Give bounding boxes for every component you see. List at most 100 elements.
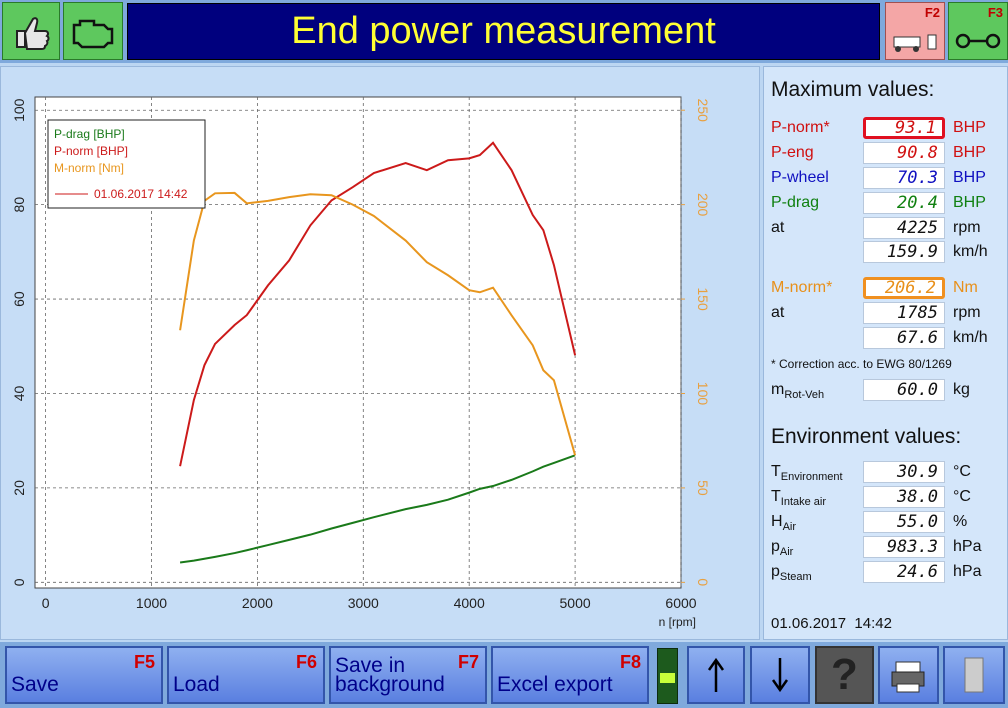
button-label: Load bbox=[173, 673, 220, 696]
legend-entry: P-norm [BHP] bbox=[54, 144, 128, 158]
note: * Correction acc. to EWG 80/1269 bbox=[771, 357, 952, 371]
value-box: 983.3 bbox=[863, 536, 945, 558]
ok-button[interactable] bbox=[2, 2, 60, 60]
x-tick-label: 1000 bbox=[136, 595, 167, 611]
value-box: 93.1 bbox=[863, 117, 945, 139]
value-label: P-norm* bbox=[771, 119, 830, 136]
chart: 0 1000 2000 3000 4000 5000 6000020406080100050… bbox=[11, 96, 711, 629]
thumb-icon bbox=[16, 17, 50, 50]
down-button[interactable] bbox=[750, 646, 810, 704]
x-tick-label: 0 bbox=[42, 595, 50, 611]
x-tick-label: 6000 bbox=[665, 595, 696, 611]
engine-button[interactable] bbox=[63, 2, 123, 60]
series-line bbox=[179, 454, 576, 564]
y-tick-label: 100 bbox=[11, 98, 27, 122]
y2-tick-label: 50 bbox=[695, 480, 711, 496]
help-button[interactable]: ? bbox=[815, 646, 874, 704]
button-key: F7 bbox=[457, 652, 479, 672]
value-unit: kg bbox=[953, 381, 970, 398]
f2-icon bbox=[893, 34, 937, 52]
y2-tick-label: 200 bbox=[695, 193, 711, 217]
value-unit: % bbox=[953, 513, 968, 530]
value-unit: BHP bbox=[953, 144, 986, 161]
engine-icon bbox=[72, 19, 114, 49]
f3-button[interactable]: F3 bbox=[948, 2, 1008, 60]
value-label: P-drag bbox=[771, 194, 820, 211]
value-label: P-wheel bbox=[771, 169, 829, 186]
x-axis-label: n [rpm] bbox=[659, 615, 696, 629]
x-tick-label: 2000 bbox=[242, 595, 273, 611]
legend-date: 01.06.2017 14:42 bbox=[94, 187, 188, 201]
section-title: Environment values: bbox=[771, 425, 962, 448]
f3-key: F3 bbox=[987, 5, 1003, 20]
y2-tick-label: 150 bbox=[695, 287, 711, 311]
exit-button[interactable] bbox=[943, 646, 1005, 704]
x-tick-label: 3000 bbox=[348, 595, 379, 611]
printer-icon bbox=[891, 661, 925, 693]
y-tick-label: 80 bbox=[11, 197, 27, 213]
value-label-sub: Rot-Veh bbox=[784, 389, 825, 402]
value-label: HAir bbox=[771, 513, 797, 534]
value-unit: °C bbox=[953, 488, 971, 505]
value-unit: rpm bbox=[953, 219, 981, 236]
function-button[interactable]: F6 Load bbox=[167, 646, 325, 704]
function-button[interactable]: F5 Save bbox=[5, 646, 163, 704]
y-tick-label: 60 bbox=[11, 291, 27, 307]
value-unit: BHP bbox=[953, 194, 986, 211]
value-box: 60.0 bbox=[863, 379, 945, 401]
value-box: 4225 bbox=[863, 217, 945, 239]
value-label-sub: Steam bbox=[779, 571, 812, 584]
button-label: Excel export bbox=[497, 673, 613, 696]
y-tick-label: 40 bbox=[11, 385, 27, 401]
f2-key: F2 bbox=[924, 5, 940, 20]
value-box: 55.0 bbox=[863, 511, 945, 533]
f3-icon bbox=[955, 33, 1001, 49]
value-label: M-norm* bbox=[771, 279, 833, 296]
value-box: 20.4 bbox=[863, 192, 945, 214]
up-button[interactable] bbox=[687, 646, 745, 704]
print-button[interactable] bbox=[878, 646, 939, 704]
page-title: End power measurement bbox=[127, 3, 880, 60]
value-label: at bbox=[771, 219, 785, 236]
function-button[interactable]: F8 Excel export bbox=[491, 646, 649, 704]
value-unit: °C bbox=[953, 463, 971, 480]
value-box: 67.6 bbox=[863, 327, 945, 349]
y2-tick-label: 100 bbox=[695, 382, 711, 406]
legend-entry: M-norm [Nm] bbox=[54, 161, 124, 175]
y-tick-label: 0 bbox=[11, 578, 27, 586]
button-label: Save bbox=[11, 673, 59, 696]
value-unit: BHP bbox=[953, 169, 986, 186]
value-label-sub: Air bbox=[779, 546, 794, 559]
value-label-sub: Intake air bbox=[780, 496, 827, 509]
value-label: TIntake air bbox=[771, 488, 827, 509]
button-key: F6 bbox=[295, 652, 317, 672]
value-box: 90.8 bbox=[863, 142, 945, 164]
value-label-sub: Air bbox=[782, 521, 797, 534]
f2-button[interactable]: F2 bbox=[885, 2, 945, 60]
value-label: pSteam bbox=[771, 563, 812, 584]
section-title: Maximum values: bbox=[771, 78, 935, 101]
value-box: 70.3 bbox=[863, 167, 945, 189]
status-light bbox=[657, 648, 678, 704]
value-label: at bbox=[771, 304, 785, 321]
value-unit: BHP bbox=[953, 119, 986, 136]
legend-entry: P-drag [BHP] bbox=[54, 127, 125, 141]
legend-box bbox=[47, 119, 206, 209]
value-unit: rpm bbox=[953, 304, 981, 321]
button-key: F5 bbox=[133, 652, 155, 672]
x-tick-label: 4000 bbox=[454, 595, 485, 611]
function-button[interactable]: F7 Save in background bbox=[329, 646, 487, 704]
up-icon bbox=[707, 657, 725, 692]
button-label: Save in background bbox=[335, 654, 445, 696]
value-unit: hPa bbox=[953, 563, 982, 580]
value-box: 24.6 bbox=[863, 561, 945, 583]
value-unit: Nm bbox=[953, 279, 978, 296]
timestamp: 01.06.2017 14:42 bbox=[771, 615, 892, 632]
y-tick-label: 20 bbox=[11, 480, 27, 496]
value-label: P-eng bbox=[771, 144, 814, 161]
series-line bbox=[179, 191, 577, 456]
value-label: pAir bbox=[771, 538, 794, 559]
